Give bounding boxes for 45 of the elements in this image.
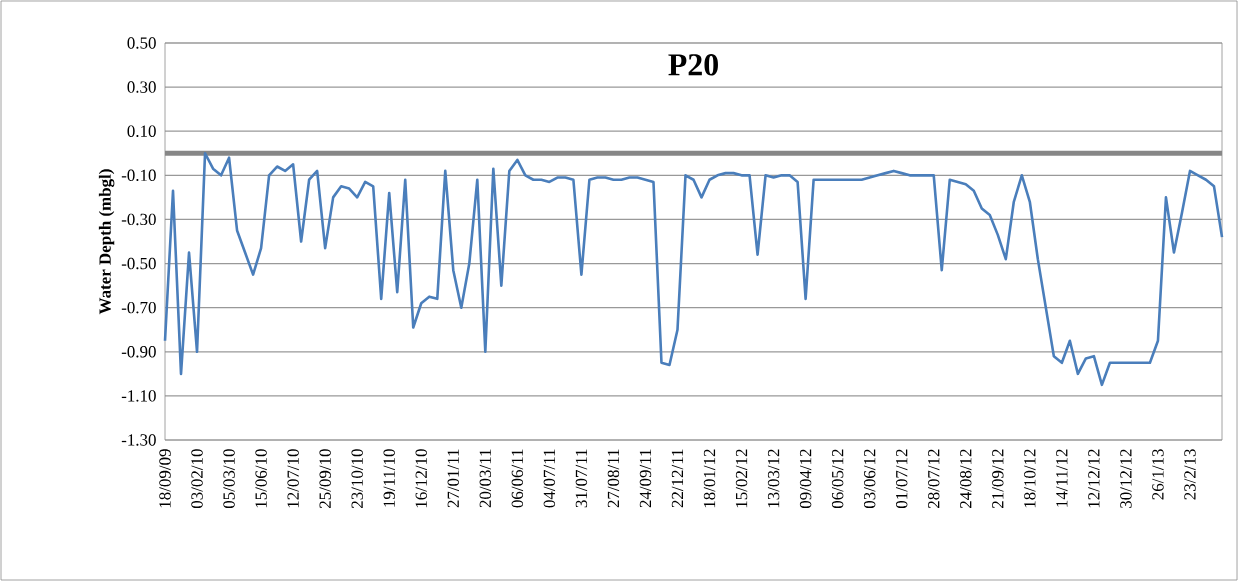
y-axis-title: Water Depth (mbgl) [98, 169, 115, 315]
y-tick-label: -0.50 [121, 257, 156, 270]
x-tick-label: 15/06/10 [255, 449, 267, 508]
x-tick-label: 05/03/10 [223, 449, 235, 509]
x-tick-label: 04/07/11 [543, 449, 556, 508]
y-tick-label: -1.30 [121, 434, 156, 446]
x-tick-label: 20/03/11 [479, 449, 492, 508]
x-tick-label: 30/12/12 [1120, 449, 1132, 508]
y-tick-label: -0.70 [121, 301, 156, 314]
x-tick-label: 22/12/11 [671, 449, 684, 508]
x-tick-label: 16/12/10 [415, 449, 427, 508]
x-tick-label: 27/08/11 [607, 449, 620, 508]
x-tick-label: 18/09/09 [159, 449, 171, 508]
x-tick-label: 03/06/12 [863, 449, 876, 509]
x-tick-label: 03/02/10 [191, 449, 203, 509]
x-tick-label: 06/06/11 [511, 449, 524, 508]
y-tick-label: -0.90 [121, 346, 156, 358]
x-tick-label: 15/02/12 [735, 449, 748, 508]
x-tick-label: 28/07/12 [928, 449, 940, 508]
x-tick-label: 06/05/12 [831, 449, 844, 509]
x-tick-label: 24/09/11 [639, 449, 652, 508]
x-tick-label: 23/2/13 [1184, 449, 1196, 500]
x-tick-label: 14/11/12 [1056, 449, 1068, 507]
x-tick-label: 27/01/11 [447, 449, 459, 508]
y-tick-label: -0.30 [121, 213, 156, 226]
x-tick-label: 31/07/11 [575, 449, 588, 508]
x-tick-label: 21/09/12 [992, 449, 1004, 508]
x-tick-label: 25/09/10 [319, 449, 331, 508]
x-tick-label: 09/04/12 [799, 449, 812, 509]
chart-title: P20 [668, 54, 718, 76]
x-tick-label: 18/01/12 [703, 449, 716, 508]
x-tick-label: 24/08/12 [960, 449, 972, 508]
x-tick-label: 12/07/10 [287, 449, 299, 508]
x-tick-label: 23/10/10 [351, 449, 363, 508]
y-tick-label: -0.10 [121, 169, 156, 182]
x-tick-label: 26/1/13 [1152, 449, 1164, 500]
x-tick-label: 18/10/12 [1024, 449, 1036, 508]
x-tick-label: 12/12/12 [1088, 449, 1100, 508]
x-tick-label: 13/03/12 [767, 449, 780, 508]
y-tick-label: 0.30 [127, 81, 156, 93]
x-tick-label: 19/11/10 [383, 449, 395, 507]
x-tick-label: 01/07/12 [895, 449, 908, 509]
y-tick-label: 0.50 [127, 37, 156, 49]
y-tick-label: 0.10 [127, 125, 156, 137]
y-tick-label: -1.10 [121, 390, 156, 402]
